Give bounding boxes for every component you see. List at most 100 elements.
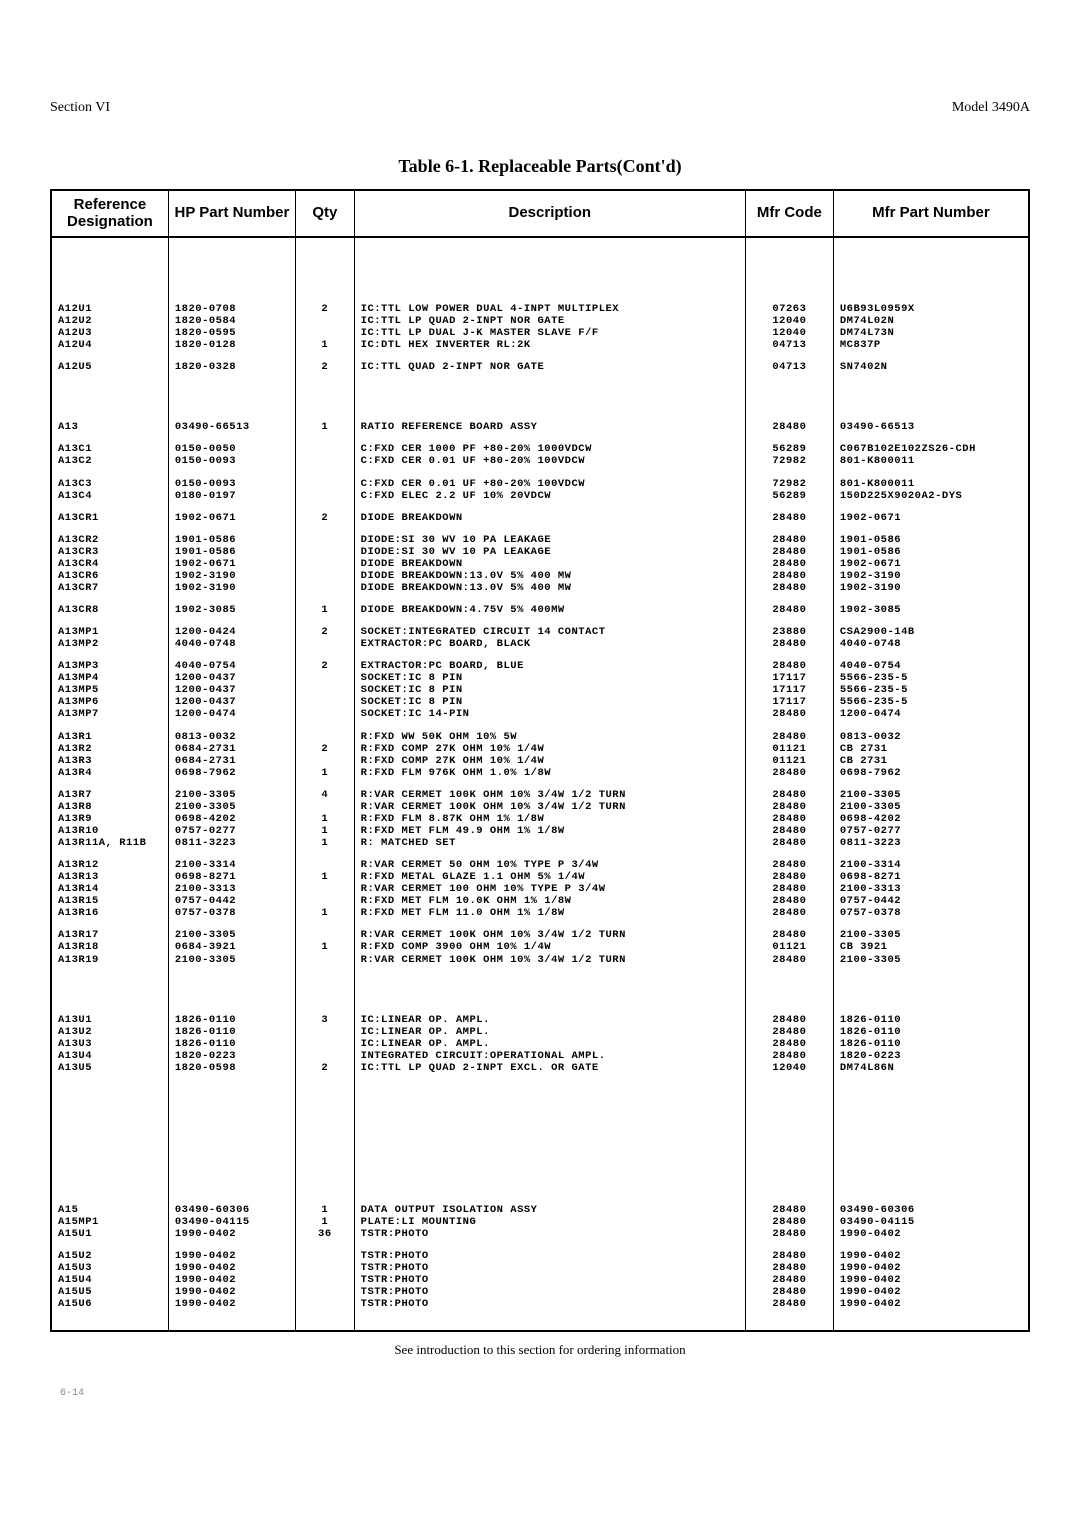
- table-row: A13R160757-03781R:FXD MET FLM 11.0 OHM 1…: [51, 907, 1029, 919]
- cell-ref: A13CR8: [51, 604, 168, 616]
- cell-qty: [295, 801, 354, 813]
- cell-ref: A13U1: [51, 1014, 168, 1026]
- cell-mfr: 28480: [745, 558, 833, 570]
- cell-mpn: 5566-235-5: [833, 696, 1029, 708]
- page-header: Section VI Model 3490A: [50, 100, 1030, 116]
- cell-mfr: 28480: [745, 708, 833, 720]
- cell-ref: A15U2: [51, 1250, 168, 1262]
- cell-ref: A13CR2: [51, 534, 168, 546]
- cell-desc: INTEGRATED CIRCUIT:OPERATIONAL AMPL.: [354, 1050, 745, 1062]
- cell-hp: 0684-2731: [168, 755, 295, 767]
- cell-qty: 2: [295, 1062, 354, 1074]
- cell-hp: 0150-0093: [168, 478, 295, 490]
- cell-mpn: 0811-3223: [833, 837, 1029, 849]
- cell-desc: DIODE BREAKDOWN: [354, 512, 745, 524]
- cell-mpn: 0698-8271: [833, 871, 1029, 883]
- cell-mpn: 1902-3085: [833, 604, 1029, 616]
- table-row: A15U31990-0402TSTR:PHOTO284801990-0402: [51, 1262, 1029, 1274]
- table-row: A13R10813-0032R:FXD WW 50K OHM 10% 5W284…: [51, 731, 1029, 743]
- cell-desc: R:VAR CERMET 100K OHM 10% 3/4W 1/2 TURN: [354, 789, 745, 801]
- cell-qty: [295, 859, 354, 871]
- cell-mpn: C067B102E102ZS26-CDH: [833, 443, 1029, 455]
- cell-qty: 1: [295, 421, 354, 433]
- cell-mfr: 28480: [745, 825, 833, 837]
- cell-mpn: 1902-3190: [833, 570, 1029, 582]
- cell-hp: 1200-0437: [168, 672, 295, 684]
- cell-qty: [295, 696, 354, 708]
- cell-hp: 1826-0110: [168, 1026, 295, 1038]
- cell-ref: A13CR7: [51, 582, 168, 594]
- cell-desc: IC:TTL LP QUAD 2-INPT EXCL. OR GATE: [354, 1062, 745, 1074]
- cell-mpn: 2100-3314: [833, 859, 1029, 871]
- cell-qty: [295, 954, 354, 966]
- cell-hp: 1200-0437: [168, 684, 295, 696]
- cell-ref: A12U3: [51, 327, 168, 339]
- cell-mfr: 17117: [745, 672, 833, 684]
- cell-qty: [295, 684, 354, 696]
- cell-mfr: 28480: [745, 929, 833, 941]
- model-label: Model 3490A: [952, 100, 1030, 116]
- cell-qty: [295, 1026, 354, 1038]
- cell-qty: [295, 582, 354, 594]
- table-row: A13R130698-82711R:FXD METAL GLAZE 1.1 OH…: [51, 871, 1029, 883]
- cell-mpn: 801-K800011: [833, 455, 1029, 467]
- cell-desc: DIODE:SI 30 WV 10 PA LEAKAGE: [354, 546, 745, 558]
- cell-desc: IC:TTL LOW POWER DUAL 4-INPT MULTIPLEX: [354, 303, 745, 315]
- cell-mpn: DM74L73N: [833, 327, 1029, 339]
- cell-hp: 1902-3085: [168, 604, 295, 616]
- cell-mpn: 4040-0754: [833, 660, 1029, 672]
- section-label: Section VI: [50, 100, 110, 116]
- table-row: A12U21820-0584IC:TTL LP QUAD 2-INPT NOR …: [51, 315, 1029, 327]
- cell-mfr: 28480: [745, 1228, 833, 1240]
- cell-desc: DIODE BREAKDOWN: [354, 558, 745, 570]
- cell-desc: DIODE BREAKDOWN:4.75V 5% 400MW: [354, 604, 745, 616]
- cell-mpn: 2100-3305: [833, 789, 1029, 801]
- table-row: A12U11820-07082IC:TTL LOW POWER DUAL 4-I…: [51, 303, 1029, 315]
- cell-desc: IC:TTL QUAD 2-INPT NOR GATE: [354, 361, 745, 373]
- cell-hp: 1820-0328: [168, 361, 295, 373]
- cell-hp: 0698-8271: [168, 871, 295, 883]
- cell-ref: A13C4: [51, 490, 168, 502]
- cell-ref: A13R9: [51, 813, 168, 825]
- cell-ref: A13CR6: [51, 570, 168, 582]
- cell-mfr: 23880: [745, 626, 833, 638]
- cell-mpn: 0757-0378: [833, 907, 1029, 919]
- cell-mpn: 5566-235-5: [833, 684, 1029, 696]
- cell-ref: A13R18: [51, 941, 168, 953]
- cell-qty: [295, 546, 354, 558]
- cell-hp: 0811-3223: [168, 837, 295, 849]
- cell-qty: [295, 1050, 354, 1062]
- table-row: A13MP51200-0437SOCKET:IC 8 PIN171175566-…: [51, 684, 1029, 696]
- table-row: A13MP11200-04242SOCKET:INTEGRATED CIRCUI…: [51, 626, 1029, 638]
- cell-hp: 1902-3190: [168, 582, 295, 594]
- table-row: A13R40698-79621R:FXD FLM 976K OHM 1.0% 1…: [51, 767, 1029, 779]
- cell-qty: [295, 455, 354, 467]
- cell-mpn: 1901-0586: [833, 546, 1029, 558]
- cell-ref: A13R19: [51, 954, 168, 966]
- cell-hp: 2100-3314: [168, 859, 295, 871]
- cell-hp: 03490-60306: [168, 1204, 295, 1216]
- cell-mfr: 28480: [745, 1286, 833, 1298]
- cell-desc: C:FXD CER 0.01 UF +80-20% 100VDCW: [354, 478, 745, 490]
- parts-table: Reference Designation HP Part Number Qty…: [50, 189, 1030, 1332]
- table-row: A13U51820-05982IC:TTL LP QUAD 2-INPT EXC…: [51, 1062, 1029, 1074]
- col-mpn: Mfr Part Number: [833, 190, 1029, 237]
- cell-mfr: 28480: [745, 582, 833, 594]
- cell-hp: 1820-0595: [168, 327, 295, 339]
- cell-hp: 0684-3921: [168, 941, 295, 953]
- col-mfr: Mfr Code: [745, 190, 833, 237]
- cell-ref: A13R16: [51, 907, 168, 919]
- cell-qty: [295, 1250, 354, 1262]
- cell-hp: 03490-04115: [168, 1216, 295, 1228]
- cell-mpn: DM74L02N: [833, 315, 1029, 327]
- cell-desc: TSTR:PHOTO: [354, 1250, 745, 1262]
- cell-qty: 1: [295, 1204, 354, 1216]
- cell-qty: 1: [295, 604, 354, 616]
- cell-qty: 2: [295, 660, 354, 672]
- cell-mpn: 2100-3305: [833, 801, 1029, 813]
- table-row: A15U61990-0402TSTR:PHOTO284801990-0402: [51, 1298, 1029, 1310]
- cell-qty: [295, 895, 354, 907]
- cell-ref: A13R1: [51, 731, 168, 743]
- cell-ref: A13U4: [51, 1050, 168, 1062]
- table-row: A13CR81902-30851DIODE BREAKDOWN:4.75V 5%…: [51, 604, 1029, 616]
